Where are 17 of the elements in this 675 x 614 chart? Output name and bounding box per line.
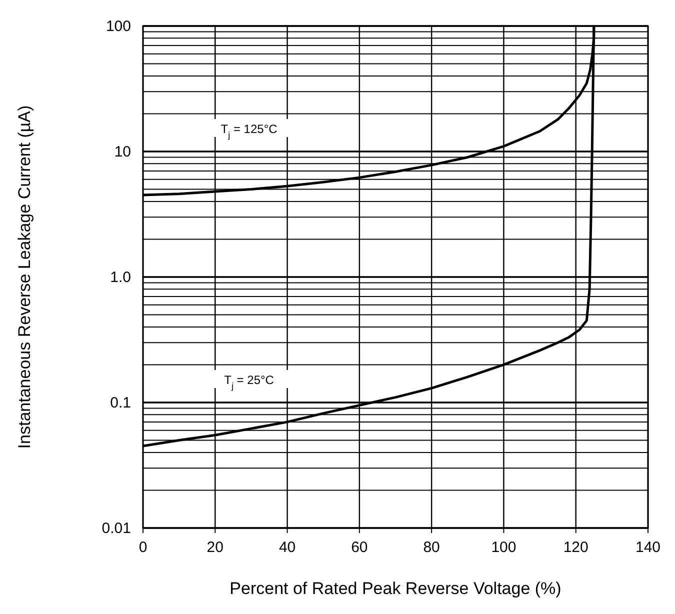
x-tick-label: 140	[635, 539, 661, 556]
x-tick-label: 100	[491, 539, 516, 556]
y-tick-label: 100	[106, 18, 131, 35]
y-tick-label: 10	[114, 144, 131, 160]
x-tick-label: 60	[351, 539, 368, 556]
x-tick-label: 80	[423, 539, 440, 556]
x-tick-label: 120	[563, 539, 588, 556]
annotation: T$_{j}$ = 125°C	[220, 122, 278, 140]
x-tick-label: 40	[278, 539, 296, 556]
x-axis-title: Percent of Rated Peak Reverse Voltage (%)	[230, 579, 562, 598]
y-tick-label: 0.01	[102, 520, 131, 537]
x-tick-label: 0	[138, 539, 148, 556]
y-axis-title: Instantaneous Reverse Leakage Current (µA)	[15, 105, 34, 449]
x-tick-label: 20	[206, 539, 224, 556]
y-tick-label: 0.1	[110, 394, 131, 412]
annotation: T$_{j}$ = 25°C	[224, 373, 274, 392]
y-tick-label: 1.0	[110, 269, 131, 286]
